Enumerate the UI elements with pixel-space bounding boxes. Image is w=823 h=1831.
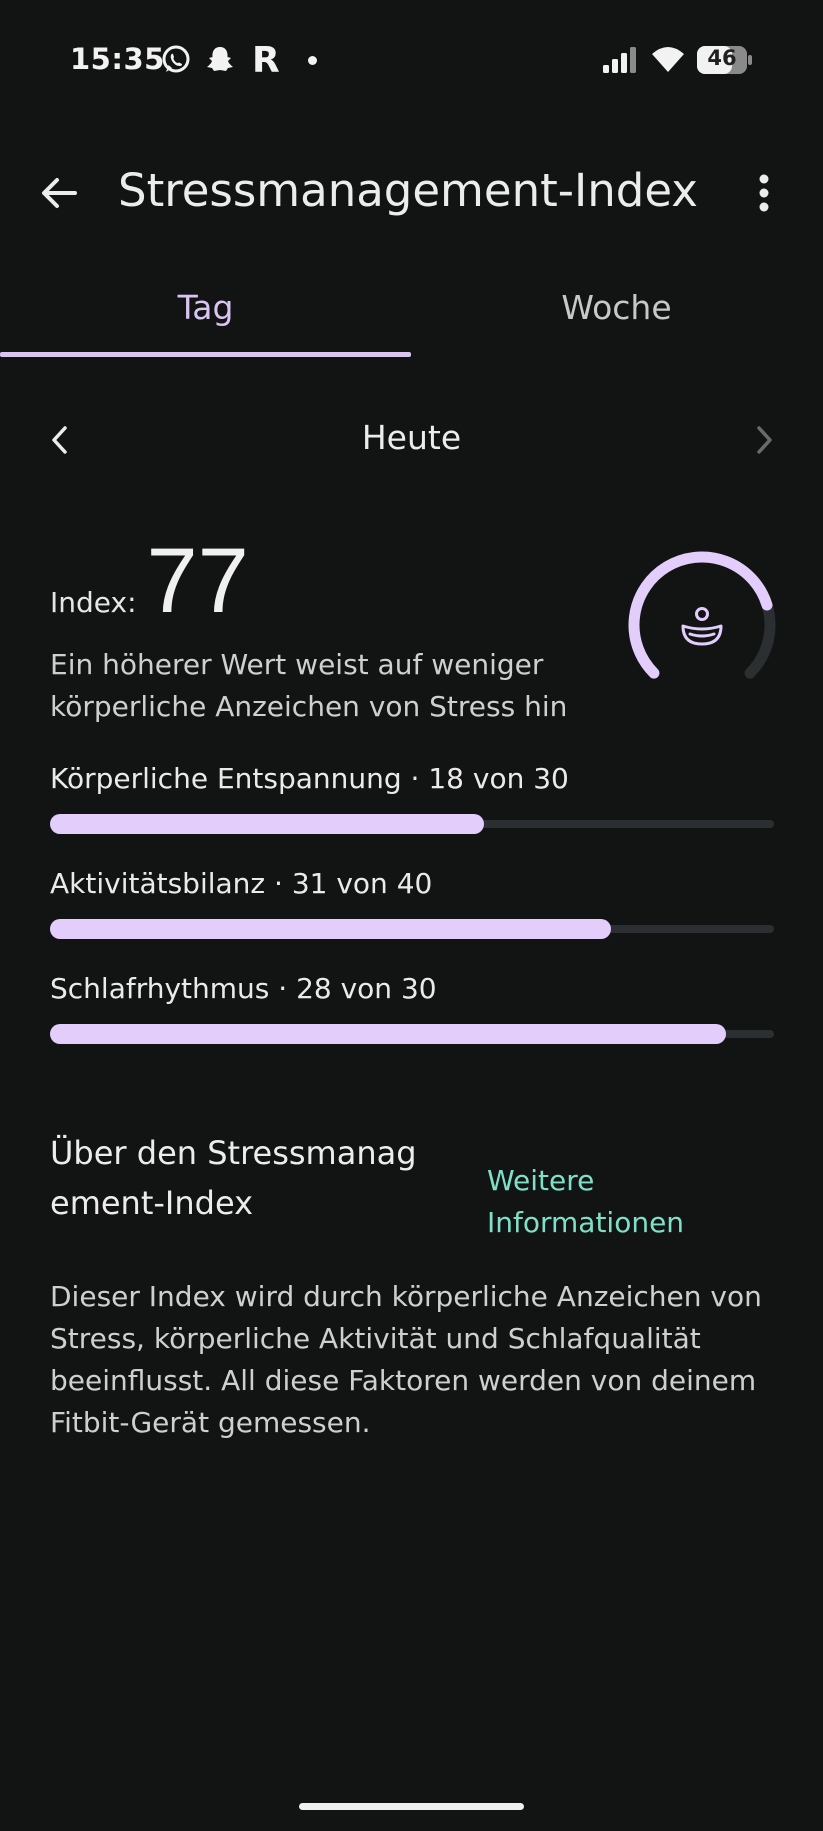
- index-gauge: [620, 545, 785, 695]
- battery-icon: 46: [696, 44, 754, 80]
- home-indicator[interactable]: [299, 1803, 524, 1810]
- arrow-back-icon: [42, 178, 77, 208]
- about-text: Dieser Index wird durch körperliche Anze…: [50, 1280, 762, 1439]
- more-options-button[interactable]: [740, 162, 788, 224]
- chevron-left-icon: [52, 426, 67, 454]
- more-info-link[interactable]: Weitere Informationen: [487, 1164, 685, 1239]
- tab-woche[interactable]: Woche: [561, 288, 672, 327]
- next-day-button[interactable]: [742, 416, 786, 464]
- progress-fill: [50, 1024, 726, 1044]
- snapchat-icon: [204, 44, 236, 80]
- gauge-fill: [628, 551, 773, 679]
- metric-aktivitaetsbilanz: Aktivitätsbilanz · 31 von 40: [50, 867, 774, 939]
- page-title: Stressmanagement-Index: [118, 164, 698, 217]
- app-bar: Stressmanagement-Index: [0, 140, 823, 240]
- date-label: Heute: [361, 418, 462, 457]
- tab-indicator: [0, 352, 411, 357]
- metric-label: Aktivitätsbilanz · 31 von 40: [50, 867, 433, 900]
- signal-icon: [602, 46, 640, 78]
- back-button[interactable]: [28, 162, 90, 224]
- metric-label: Körperliche Entspannung · 18 von 30: [50, 762, 569, 795]
- more-vert-icon: [759, 174, 769, 212]
- status-time: 15:35: [70, 42, 165, 76]
- whatsapp-icon: [160, 44, 192, 80]
- index-label: Index:: [50, 586, 137, 619]
- chevron-right-icon: [757, 426, 772, 454]
- tab-tag[interactable]: Tag: [177, 288, 234, 327]
- metric-schlafrhythmus: Schlafrhythmus · 28 von 30: [50, 972, 774, 1044]
- date-navigation: Heute: [0, 400, 823, 480]
- meditation-icon: [681, 607, 723, 646]
- progress-fill: [50, 919, 611, 939]
- about-title: Über den Stressmanagement-Index: [50, 1134, 417, 1222]
- index-summary: Index: 77: [50, 535, 610, 627]
- battery-level: 46: [707, 46, 737, 70]
- notification-dot-icon: [308, 56, 317, 65]
- tab-bar: Tag Woche: [0, 270, 823, 358]
- metric-koerperliche-entspannung: Körperliche Entspannung · 18 von 30: [50, 762, 774, 834]
- previous-day-button[interactable]: [38, 416, 82, 464]
- r-app-icon: R: [252, 40, 280, 81]
- status-bar: 15:35 R: [0, 0, 823, 120]
- index-value: 77: [146, 530, 249, 632]
- wifi-icon: [650, 44, 686, 78]
- progress-fill: [50, 814, 484, 834]
- metric-label: Schlafrhythmus · 28 von 30: [50, 972, 437, 1005]
- index-description: Ein höherer Wert weist auf weniger körpe…: [50, 648, 568, 723]
